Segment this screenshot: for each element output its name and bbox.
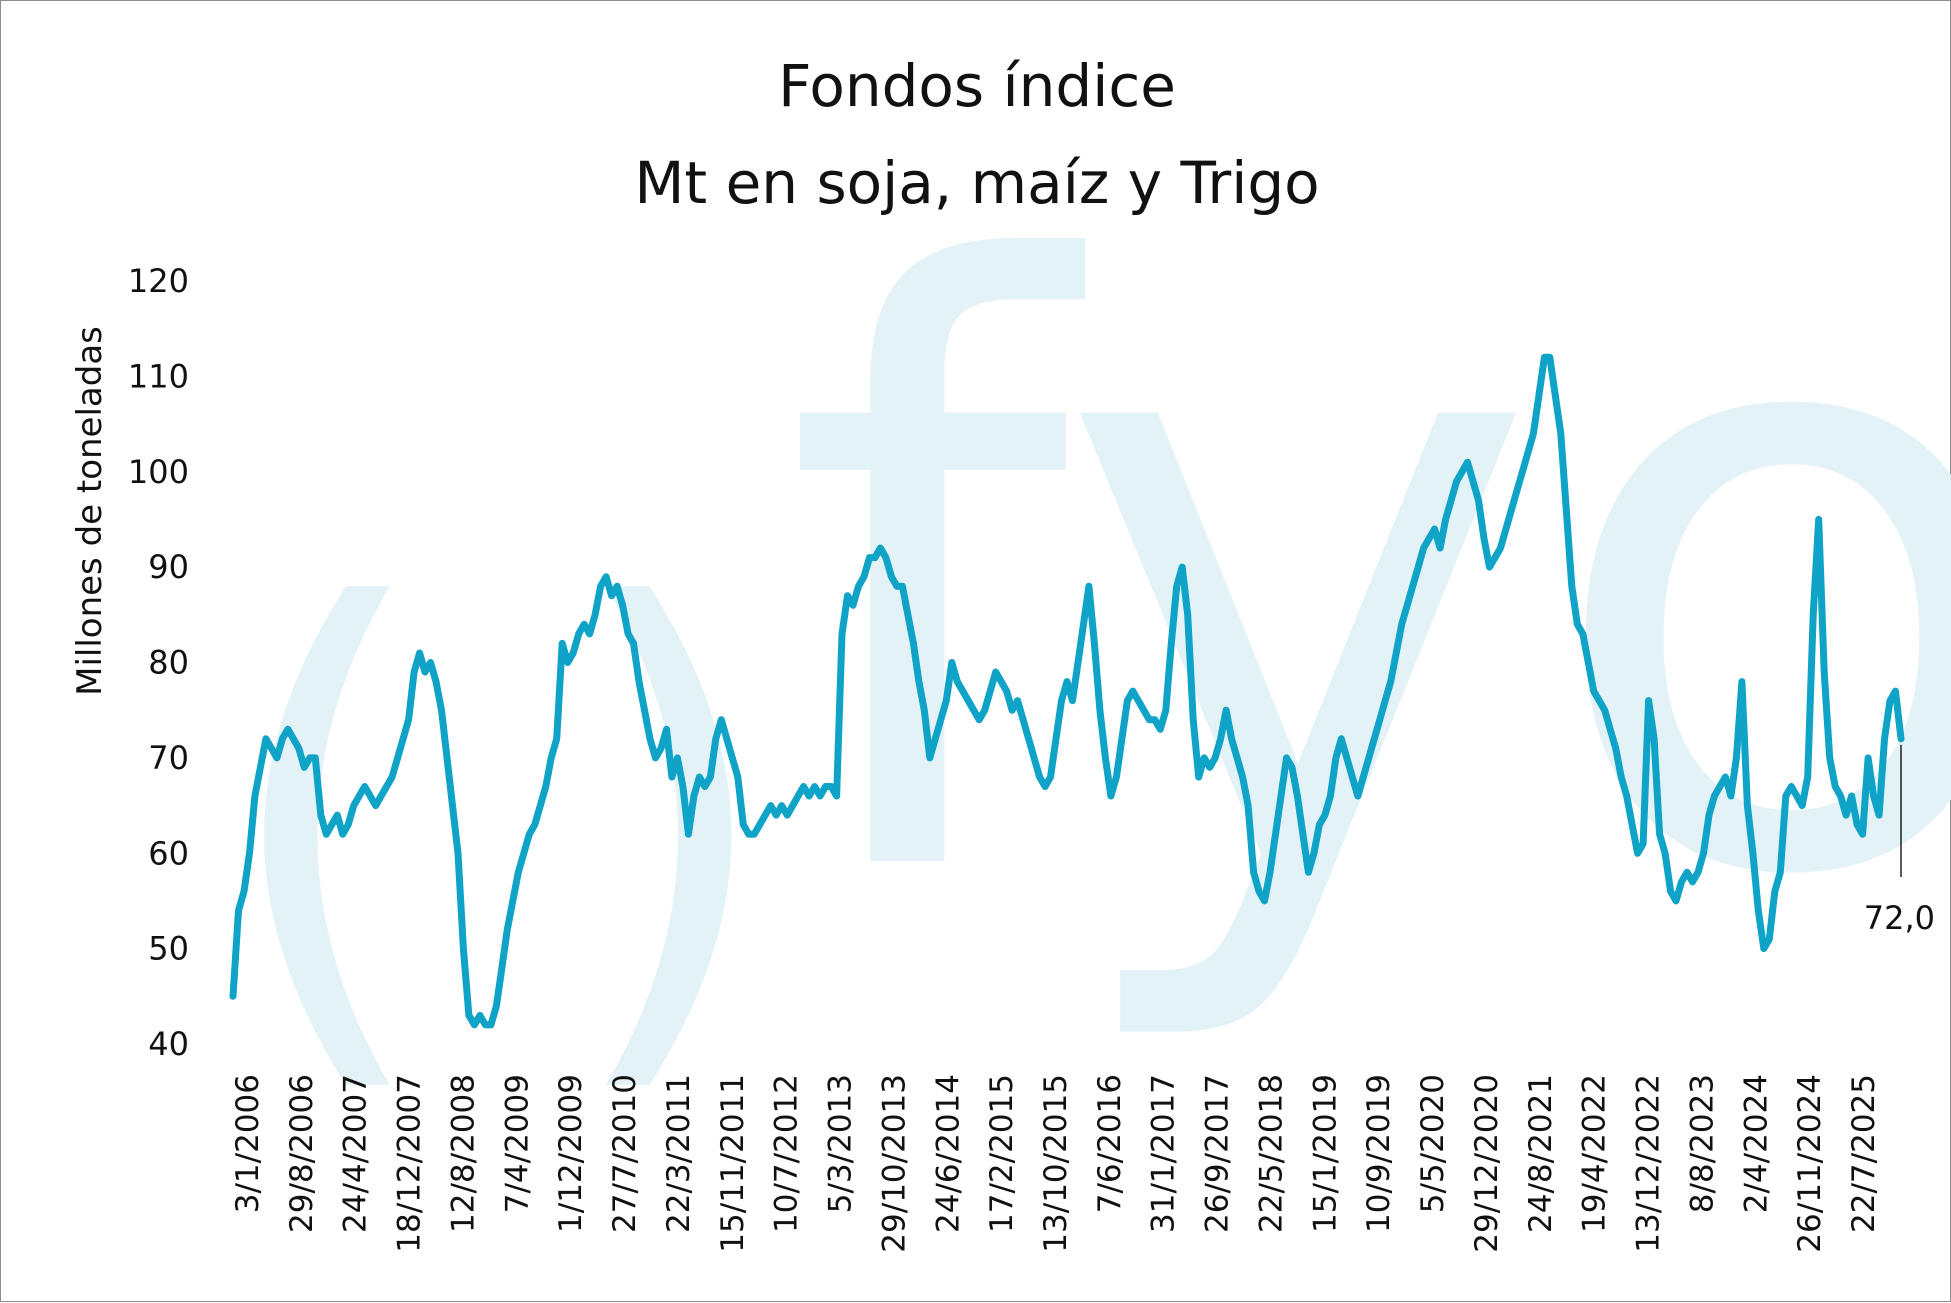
chart-subtitle: Mt en soja, maíz y Trigo [634, 149, 1319, 217]
y-tick-label: 120 [128, 262, 189, 300]
x-tick-label: 29/12/2020 [1469, 1074, 1505, 1253]
x-tick-label: 29/10/2013 [876, 1074, 912, 1253]
series-layer [229, 353, 1905, 1029]
x-tick-label: 22/3/2011 [661, 1074, 697, 1233]
x-tick-label: 7/4/2009 [499, 1074, 535, 1213]
y-tick-label: 60 [148, 834, 189, 872]
x-tick-label: 18/12/2007 [392, 1074, 428, 1253]
x-tick-label: 24/8/2021 [1523, 1074, 1559, 1233]
x-tick-label: 26/11/2024 [1792, 1074, 1828, 1253]
x-tick-label: 7/6/2016 [1092, 1074, 1128, 1213]
y-tick-label: 40 [148, 1025, 189, 1063]
y-tick-label: 70 [148, 739, 189, 777]
x-tick-label: 27/7/2010 [607, 1074, 643, 1233]
y-axis-label: Millones de toneladas [70, 326, 110, 696]
x-tick-label: 5/3/2013 [823, 1074, 859, 1213]
x-tick-label: 24/4/2007 [338, 1074, 374, 1233]
x-tick-label: 12/8/2008 [445, 1074, 481, 1233]
y-tick-label: 100 [128, 453, 189, 491]
x-tick-label: 24/6/2014 [930, 1074, 966, 1233]
x-tick-label: 15/1/2019 [1307, 1074, 1343, 1233]
last-value-annotation: 72,0 [1864, 744, 1935, 937]
y-tick-label: 50 [148, 930, 189, 968]
x-tick-label: 31/1/2017 [1146, 1074, 1182, 1233]
x-tick-label: 5/5/2020 [1415, 1074, 1451, 1213]
y-tick-label: 110 [128, 357, 189, 395]
y-tick-label: 80 [148, 644, 189, 682]
x-tick-label: 22/7/2025 [1846, 1074, 1882, 1233]
x-tick-label: 2/4/2024 [1738, 1074, 1774, 1213]
x-tick-label: 26/9/2017 [1200, 1074, 1236, 1233]
x-tick-label: 13/12/2022 [1631, 1074, 1667, 1253]
last-value-label: 72,0 [1864, 899, 1935, 937]
x-tick-label: 1/12/2009 [553, 1074, 589, 1233]
watermark-paren-right: ) [561, 492, 779, 1144]
x-axis-ticks: 3/1/2006 29/8/2006 24/4/2007 18/12/2007 12/8… [230, 1074, 1882, 1253]
x-tick-label: 3/1/2006 [230, 1074, 266, 1213]
chart-title: Fondos índice [778, 52, 1176, 120]
x-tick-label: 13/10/2015 [1038, 1074, 1074, 1253]
x-tick-label: 19/4/2022 [1577, 1074, 1613, 1233]
x-tick-label: 15/11/2011 [715, 1074, 751, 1253]
series-line [229, 353, 1905, 1029]
x-tick-label: 8/8/2023 [1684, 1074, 1720, 1213]
x-tick-label: 17/2/2015 [984, 1074, 1020, 1233]
x-tick-label: 29/8/2006 [284, 1074, 320, 1233]
x-tick-label: 10/9/2019 [1361, 1074, 1397, 1233]
x-tick-label: 22/5/2018 [1253, 1074, 1289, 1233]
x-tick-label: 10/7/2012 [769, 1074, 805, 1233]
y-tick-label: 90 [148, 548, 189, 586]
y-axis-ticks: 120 110 100 90 80 70 60 50 40 [128, 262, 189, 1063]
